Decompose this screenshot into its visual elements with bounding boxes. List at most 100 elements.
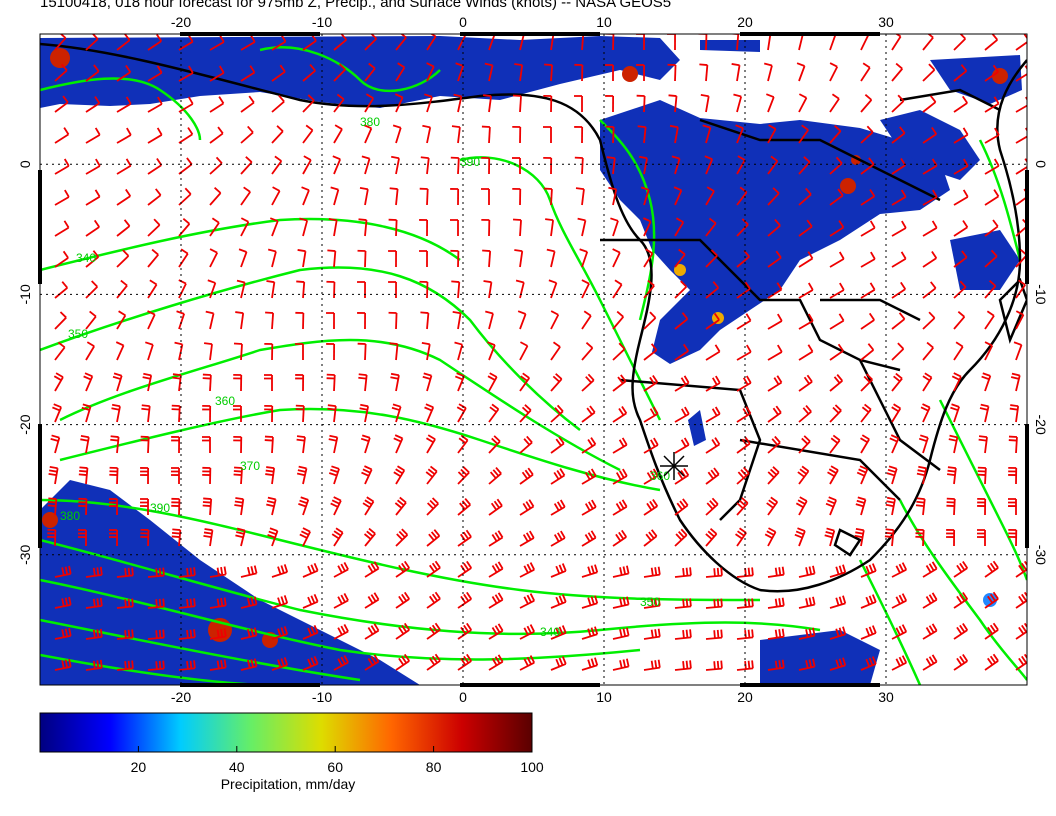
wind-barb <box>977 529 986 547</box>
wind-barb <box>116 660 134 671</box>
wind-barb <box>203 342 213 361</box>
wind-barb <box>333 124 343 144</box>
left-tick-label: -10 <box>17 284 33 304</box>
wind-barb <box>271 564 289 578</box>
wind-barb <box>328 217 338 237</box>
wind-barb <box>271 155 283 175</box>
wind-barb <box>705 437 721 454</box>
bottom-tick-label: 30 <box>878 689 894 705</box>
wind-barb <box>171 436 181 454</box>
contour-line <box>59 407 661 492</box>
wind-barb <box>612 406 628 423</box>
wind-barb <box>736 497 749 516</box>
wind-barb <box>953 127 969 144</box>
wind-barb <box>733 93 743 113</box>
precip-central-africa <box>600 100 950 364</box>
wind-barb <box>544 63 554 82</box>
wind-barb <box>54 565 72 578</box>
wind-barb <box>674 343 689 361</box>
wind-barb <box>519 435 533 454</box>
wind-barb <box>856 465 869 485</box>
wind-barb <box>116 567 134 578</box>
wind-barb <box>512 187 522 206</box>
wind-barb <box>266 496 277 516</box>
wind-barb <box>54 596 72 609</box>
wind-barb <box>302 562 319 578</box>
wind-barb <box>456 403 467 423</box>
wind-barb <box>855 496 867 516</box>
wind-barb <box>271 64 286 82</box>
wind-barb <box>674 567 692 578</box>
precip-east-africa <box>880 110 980 180</box>
wind-barb <box>178 660 196 671</box>
map-title: 15100418, 018 hour forecast for 975mb Z,… <box>40 0 672 11</box>
wind-barb <box>794 527 806 547</box>
wind-barb <box>235 311 245 330</box>
wind-barb <box>238 248 248 268</box>
contour-label: 350 <box>640 595 660 609</box>
wind-barb <box>736 598 754 609</box>
wind-barb <box>922 311 936 330</box>
precip-sw-africa <box>688 410 706 446</box>
contour-labels: 340 350 360 370 380 390 340 350 360 380 390 <box>60 115 670 639</box>
top-axis: -20 -10 0 10 20 30 <box>171 14 894 30</box>
wind-barb <box>236 279 246 299</box>
wind-barb <box>422 372 433 392</box>
wind-barb <box>953 622 969 640</box>
wind-barb <box>1015 158 1027 175</box>
wind-barb <box>705 467 720 485</box>
wind-barb <box>333 654 349 671</box>
wind-barb <box>54 189 70 206</box>
wind-barb <box>953 220 969 237</box>
wind-barb <box>209 34 225 51</box>
wind-barb <box>296 280 306 299</box>
wind-barb <box>360 434 371 454</box>
wind-barb <box>767 659 785 671</box>
wind-barb <box>361 155 371 175</box>
wind-barb <box>487 372 498 392</box>
wind-barb <box>85 250 100 268</box>
wind-barb <box>946 497 956 516</box>
precipitation-layer <box>40 36 1022 685</box>
wind-barb <box>543 187 553 206</box>
wind-barb <box>178 598 196 609</box>
wind-barb <box>364 62 376 82</box>
wind-barb <box>953 34 966 51</box>
wind-barb <box>481 125 491 144</box>
wind-barb <box>922 372 933 392</box>
wind-barb <box>364 561 380 578</box>
wind-barb <box>359 186 369 206</box>
wind-barb <box>705 497 719 516</box>
wind-barb <box>705 375 721 392</box>
contour-label: 360 <box>650 469 670 483</box>
wind-barb <box>85 189 101 206</box>
wind-barb <box>984 622 999 640</box>
wind-barb <box>116 219 131 237</box>
wind-barb <box>827 465 839 485</box>
wind-barb <box>85 127 101 144</box>
wind-barb <box>922 126 938 144</box>
wind-barb <box>918 434 929 454</box>
wind-barb <box>209 628 227 640</box>
wind-barb <box>705 249 718 268</box>
wind-barb <box>326 312 335 330</box>
wind-barb <box>1008 528 1018 547</box>
top-tick-label: 0 <box>459 14 467 30</box>
wind-barb <box>302 124 314 144</box>
contour-line <box>938 399 1027 581</box>
wind-barb <box>886 465 898 485</box>
wind-barb <box>885 496 896 516</box>
wind-barb <box>52 403 62 423</box>
wind-barb <box>891 94 905 113</box>
wind-barb <box>147 218 161 237</box>
wind-barb <box>891 372 903 392</box>
precip-core-1 <box>50 48 70 68</box>
wind-barb <box>699 63 709 82</box>
wind-barb <box>581 530 597 547</box>
wind-barb <box>209 217 220 237</box>
wind-barb <box>54 341 66 361</box>
wind-barb <box>674 660 692 671</box>
wind-barb <box>667 63 677 82</box>
wind-barb <box>54 627 72 640</box>
wind-barb <box>550 468 566 485</box>
